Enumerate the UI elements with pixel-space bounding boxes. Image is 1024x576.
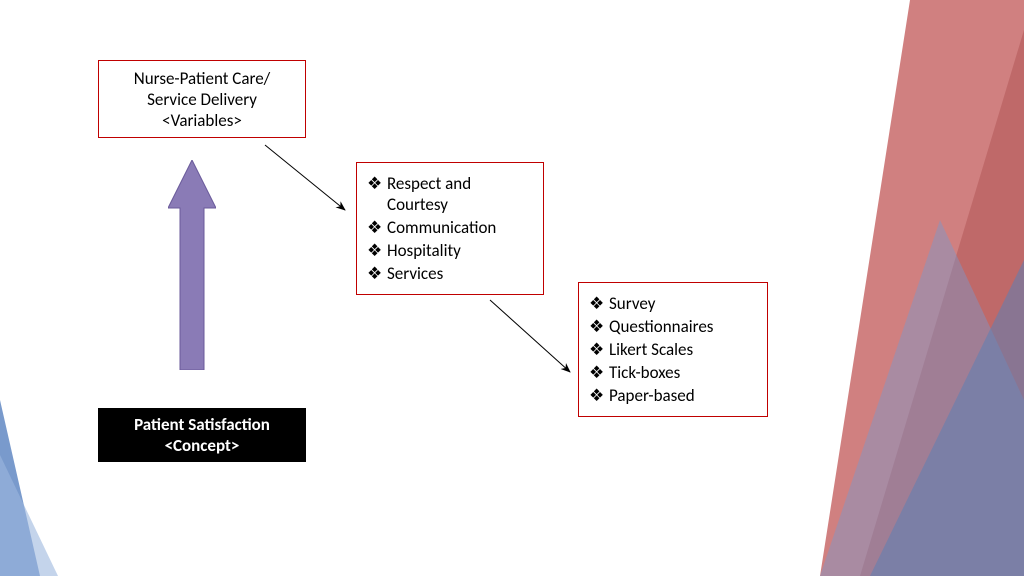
connector-arrows	[0, 0, 1024, 576]
slide-canvas: { "slide": { "width": 1024, "height": 57…	[0, 0, 1024, 576]
